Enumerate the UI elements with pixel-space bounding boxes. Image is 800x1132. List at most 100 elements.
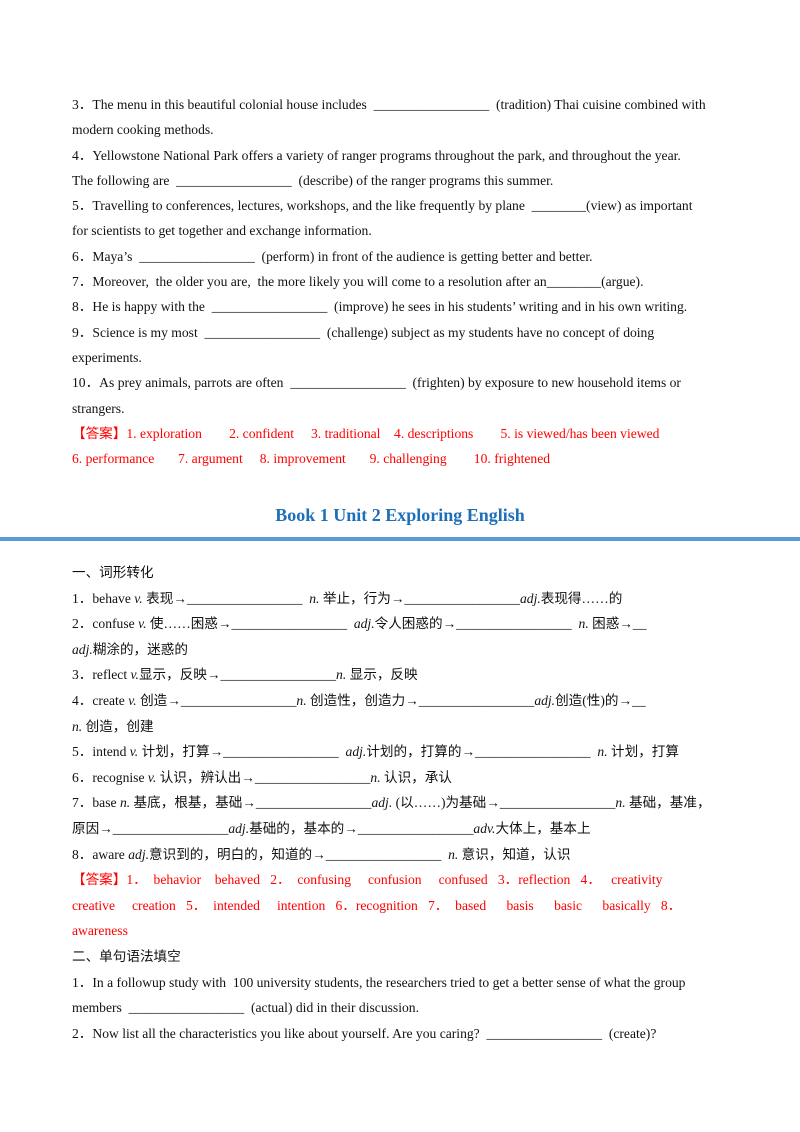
text-segment: 显示，反映 (346, 667, 418, 683)
text-line: 2．confuse v. 使……困惑→_________________ adj… (72, 613, 732, 639)
text-line: experiments. (72, 347, 732, 372)
text-segment: 大体上，基本上 (495, 820, 591, 836)
text-segment: 4．Yellowstone National Park offers a var… (72, 147, 681, 163)
text-line: 1．In a followup study with 100 universit… (72, 972, 732, 998)
text-segment: 7．base (72, 795, 120, 811)
part-of-speech-label: v. (130, 667, 139, 683)
text-line: members _________________ (actual) did i… (72, 997, 732, 1023)
text-segment: 6. performance 7. argument 8. improvemen… (72, 451, 551, 467)
text-line: modern cooking methods. (72, 119, 732, 144)
part-of-speech-label: adj. (72, 641, 93, 657)
text-segment: experiments. (72, 349, 142, 365)
part-of-speech-label: n. (578, 616, 589, 632)
text-segment: 10．As prey animals, parrots are often __… (72, 375, 681, 391)
text-segment: strangers. (72, 400, 125, 416)
part-of-speech-label: n. (597, 744, 608, 760)
text-segment: 困惑→__ (588, 616, 647, 632)
part-of-speech-label: adj. (353, 616, 375, 632)
text-line: 2．Now list all the characteristics you l… (72, 1023, 732, 1049)
text-line: 6．Maya’s _________________ (perform) in … (72, 246, 732, 271)
text-line: 二、单句语法填空 (72, 946, 732, 972)
text-segment: 举止，行为→_________________ (319, 590, 520, 606)
part-of-speech-label: n. (370, 769, 381, 785)
text-segment: 表现得……的 (540, 590, 623, 606)
text-segment: awareness (72, 923, 128, 939)
text-line: The following are _________________ (des… (72, 170, 732, 195)
text-segment: 计划，打算→_________________ (138, 744, 346, 760)
part-of-speech-label: v. (128, 692, 137, 708)
text-segment: 4．create (72, 692, 129, 708)
part-of-speech-label: adj. (345, 744, 367, 760)
part-of-speech-label: adj. (128, 846, 150, 862)
text-segment: creative creation 5． intended intention … (72, 897, 682, 913)
text-segment: 5．intend (72, 744, 130, 760)
part-of-speech-label: n. (309, 590, 320, 606)
text-segment: 一、词形转化 (72, 565, 154, 580)
text-line: 3．The menu in this beautiful colonial ho… (72, 94, 732, 119)
text-line: 1．behave v. 表现→_________________ n. 举止，行… (72, 588, 732, 614)
text-line: 8．aware adj.意识到的，明白的，知道的→_______________… (72, 844, 732, 870)
exercise-section-part2: 一、词形转化 1．behave v. 表现→_________________ n… (72, 562, 732, 1048)
text-segment: 2．Now list all the characteristics you l… (72, 1025, 657, 1041)
text-line: 5．intend v. 计划，打算→_________________ adj.… (72, 741, 732, 767)
text-segment: 5．Travelling to conferences, lectures, w… (72, 198, 693, 214)
text-segment: 显示，反映→_________________ (138, 667, 337, 683)
text-segment: 基础，基准， (625, 795, 711, 811)
text-segment: members _________________ (actual) did i… (72, 1000, 419, 1016)
part-of-speech-label: n. (296, 692, 307, 708)
part-of-speech-label: v. (129, 744, 139, 760)
text-segment: modern cooking methods. (72, 122, 214, 138)
text-segment: 2．confuse (72, 616, 139, 632)
part-of-speech-label: n. (72, 718, 83, 734)
text-segment: (以……)为基础→_________________ (392, 795, 616, 811)
part-of-speech-label: n. (119, 795, 131, 811)
text-segment: 1．behave (72, 590, 135, 606)
part-of-speech-label: v. (134, 590, 143, 606)
text-segment: 认识，辨认出→_________________ (156, 769, 371, 785)
text-segment: 原因→_________________ (72, 820, 229, 836)
text-line: strangers. (72, 398, 732, 423)
part-of-speech-label: adj. (519, 590, 541, 606)
text-line: 6．recognise v. 认识，辨认出→_________________n… (72, 767, 732, 793)
text-line: 10．As prey animals, parrots are often __… (72, 372, 732, 397)
text-segment: 6．recognise (72, 769, 148, 785)
text-segment: 创造性，创造力→_________________ (306, 692, 535, 708)
text-segment: 认识，承认 (380, 769, 452, 785)
text-segment: 计划，打算 (607, 744, 679, 760)
text-segment: 基础的，基本的→_________________ (249, 820, 474, 836)
text-segment: 9．Science is my most _________________ (… (72, 324, 655, 340)
text-segment: 计划的，打算的→_________________ (366, 744, 598, 760)
text-line: adj.糊涂的，迷惑的 (72, 639, 732, 665)
text-segment: 创造→_________________ (136, 692, 297, 708)
text-segment: 3．reflect (72, 667, 131, 683)
text-segment: 创造，创建 (82, 718, 154, 734)
part-of-speech-label: v. (147, 769, 157, 785)
text-line: 4．create v. 创造→_________________n. 创造性，创… (72, 690, 732, 716)
unit-title: Book 1 Unit 2 Exploring English (275, 505, 525, 525)
text-segment: 8．He is happy with the _________________… (72, 299, 688, 315)
text-segment: 糊涂的，迷惑的 (92, 641, 188, 657)
text-line: 3．reflect v.显示，反映→_________________n. 显示… (72, 664, 732, 690)
text-line: 9．Science is my most _________________ (… (72, 322, 732, 347)
text-segment: 6．Maya’s _________________ (perform) in … (72, 248, 593, 264)
text-line: 7．base n. 基底，根基，基础→_________________adj.… (72, 792, 732, 818)
text-line: 8．He is happy with the _________________… (72, 296, 732, 321)
title-divider (0, 537, 800, 541)
answer-line: 【答案】1． behavior behaved 2． confusing con… (72, 869, 732, 895)
part-of-speech-label: v. (138, 616, 147, 632)
text-segment: 8．aware (72, 846, 129, 862)
text-segment: 意识到的，明白的，知道的→_________________ (149, 846, 449, 862)
part-of-speech-label: adj. (534, 692, 556, 708)
text-line: 7．Moreover, the older you are, the more … (72, 271, 732, 296)
answer-line: creative creation 5． intended intention … (72, 895, 732, 921)
text-segment: 二、单句语法填空 (72, 948, 181, 964)
text-line: n. 创造，创建 (72, 716, 732, 742)
part-of-speech-label: n. (615, 795, 626, 811)
text-segment: 基底，根基，基础→_________________ (130, 795, 372, 811)
part-of-speech-label: adj. (228, 820, 250, 836)
exercise-section-part1: 3．The menu in this beautiful colonial ho… (72, 94, 732, 473)
text-line: 5．Travelling to conferences, lectures, w… (72, 195, 732, 220)
text-segment: 使……困惑→_________________ (146, 616, 354, 632)
answer-line: 【答案】1. exploration 2. confident 3. tradi… (72, 423, 732, 448)
answer-line: awareness (72, 920, 732, 946)
